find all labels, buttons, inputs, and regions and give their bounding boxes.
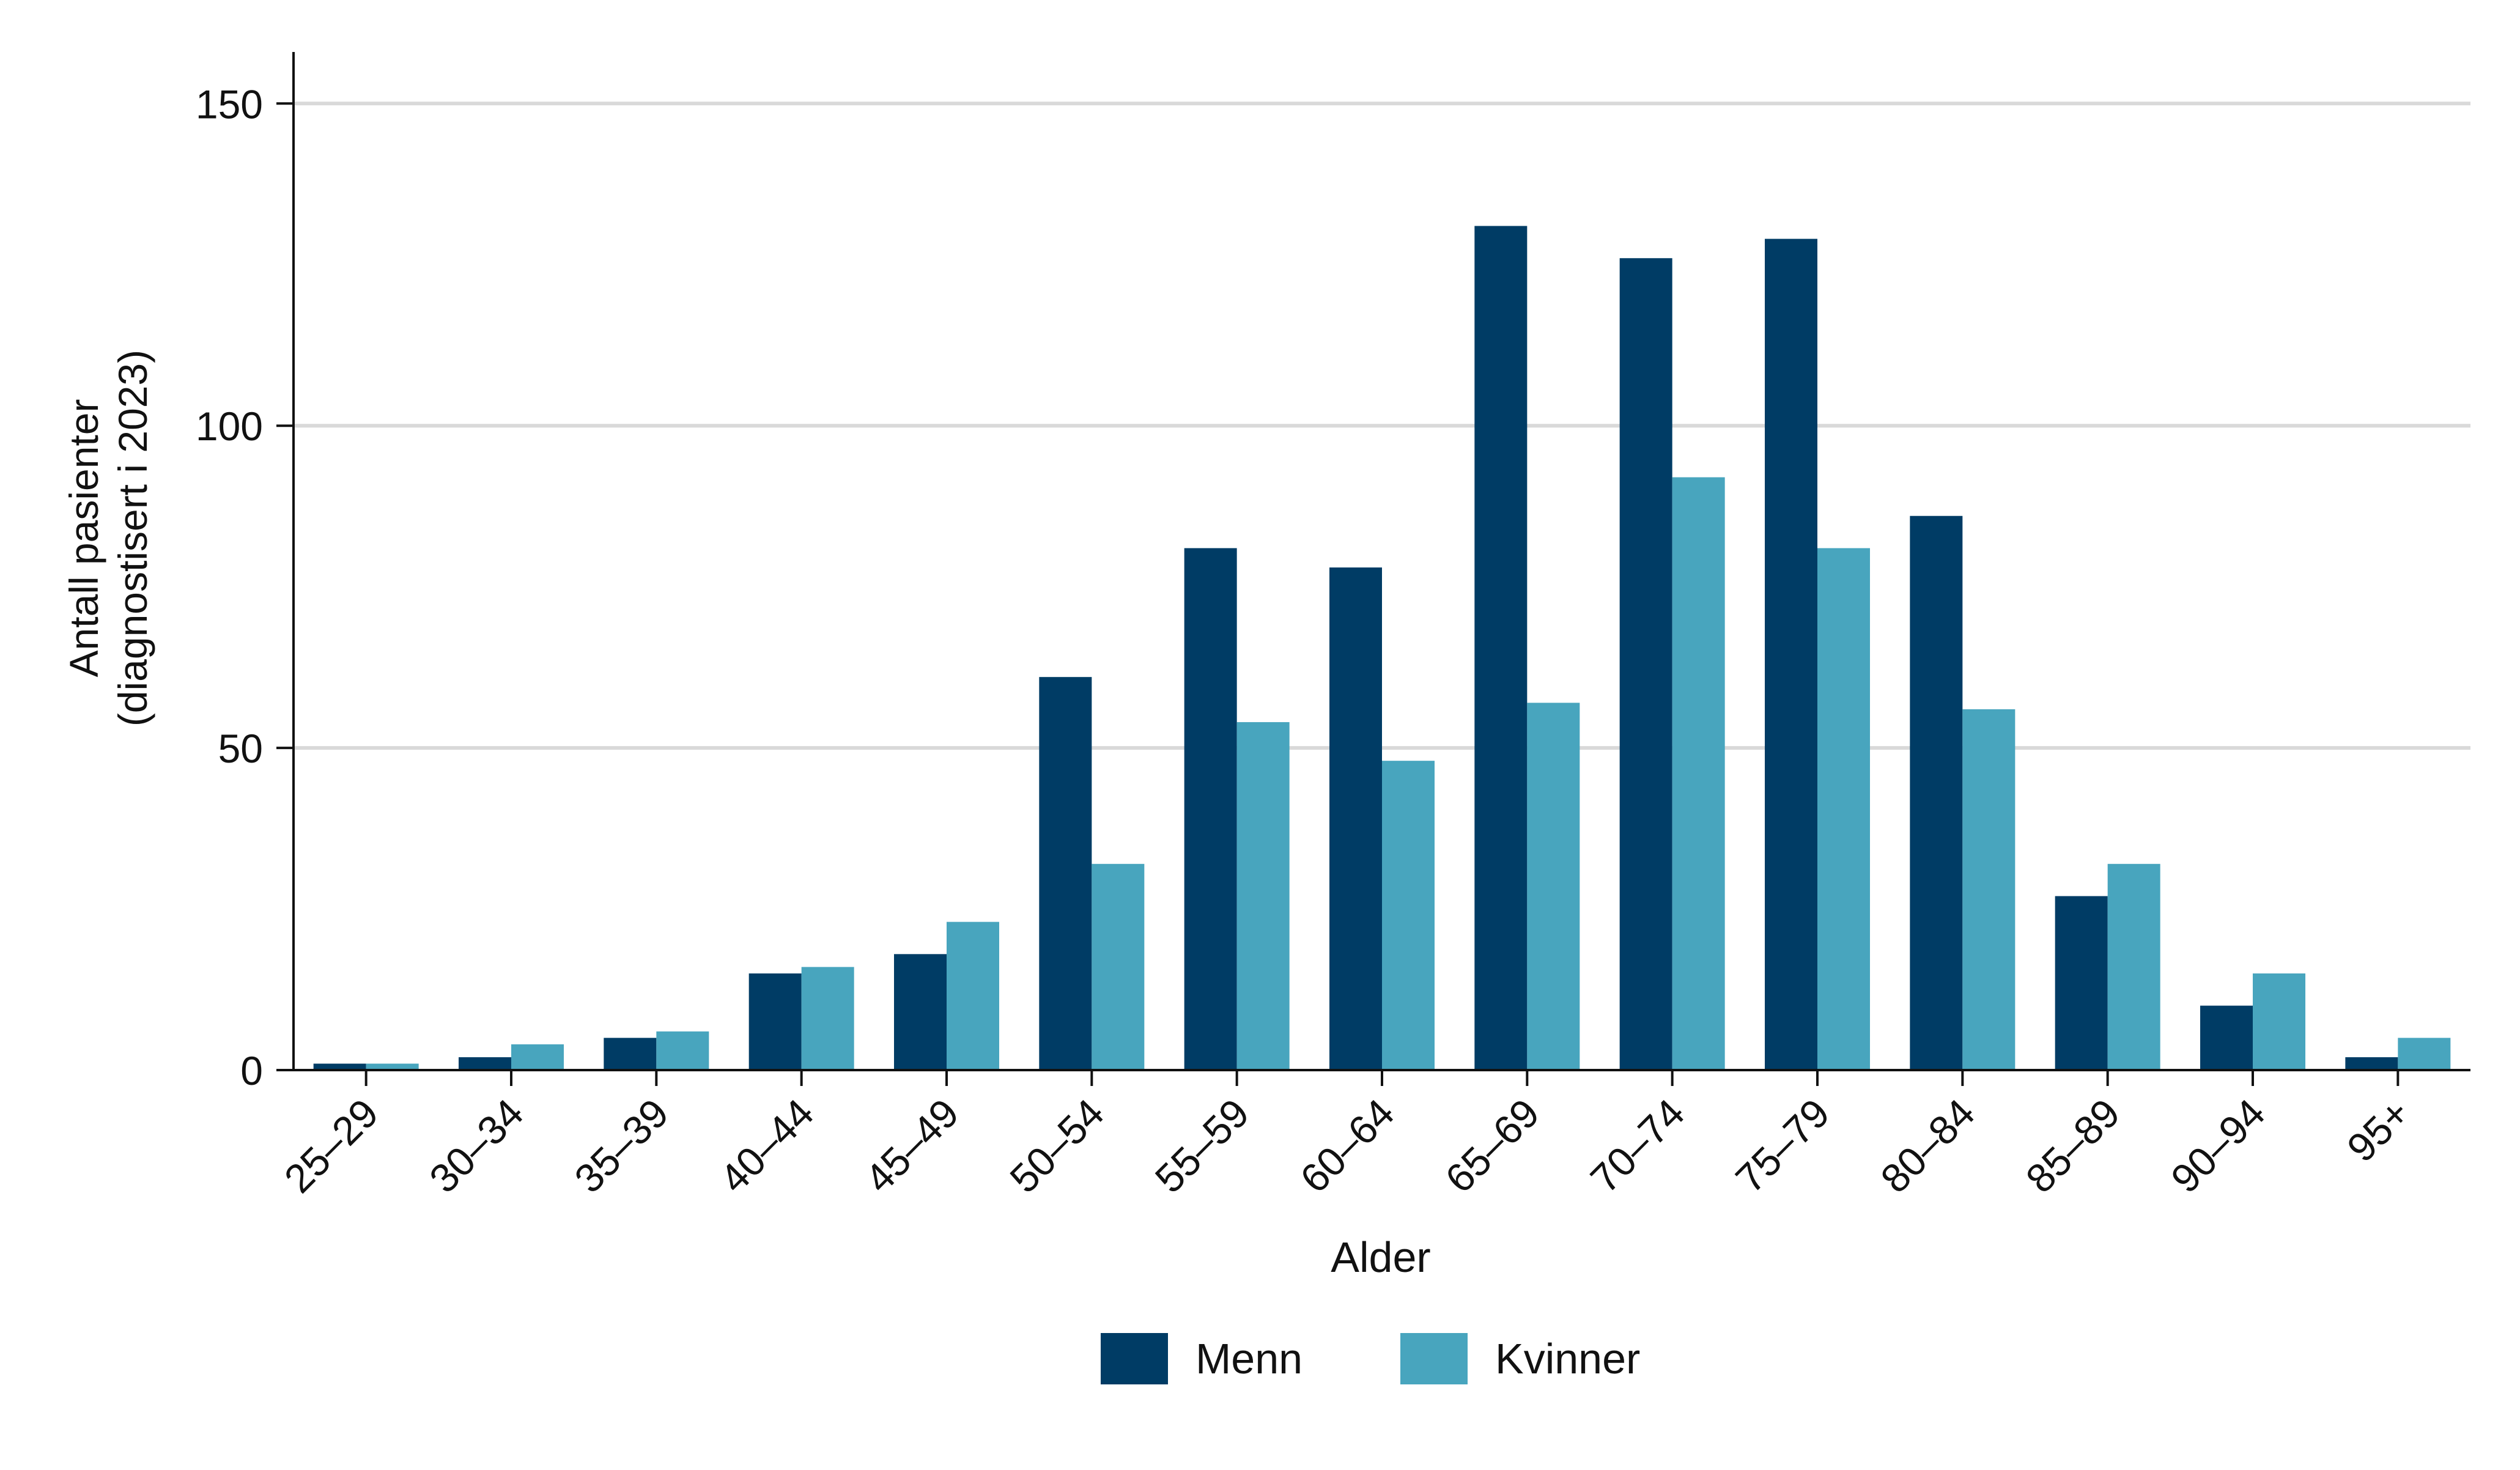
- x-tick-label: 80–84: [1872, 1090, 1983, 1202]
- y-axis-ticks: 0 50 100 150: [196, 81, 294, 1093]
- x-tick-label: 75–79: [1727, 1090, 1838, 1202]
- bar-menn: [313, 1063, 366, 1070]
- bar-kvinner: [1672, 477, 1725, 1070]
- x-tick-label: 55–59: [1146, 1090, 1257, 1202]
- bar-menn: [1184, 548, 1237, 1070]
- y-tick-label: 100: [196, 404, 263, 449]
- bar-menn: [604, 1038, 657, 1070]
- bar-menn: [748, 973, 802, 1070]
- x-tick-label: 45–49: [856, 1090, 967, 1202]
- y-tick-label: 0: [240, 1048, 263, 1093]
- legend-label-menn: Menn: [1195, 1335, 1302, 1383]
- y-tick-label: 150: [196, 81, 263, 127]
- x-tick-label: 30–34: [421, 1090, 532, 1202]
- bar-menn: [1910, 515, 1963, 1070]
- legend-swatch-menn: [1101, 1333, 1168, 1384]
- bar-kvinner: [366, 1063, 419, 1070]
- x-tick-label: 70–74: [1581, 1090, 1693, 1202]
- bar-menn: [1619, 258, 1672, 1070]
- bar-kvinner: [947, 922, 999, 1070]
- bar-kvinner: [2253, 973, 2305, 1070]
- bar-kvinner: [656, 1031, 709, 1070]
- x-axis-label: Alder: [1331, 1233, 1430, 1281]
- x-tick-label: 90–94: [2162, 1090, 2274, 1202]
- bar-kvinner: [1817, 548, 1870, 1070]
- bar-kvinner: [2107, 863, 2160, 1070]
- bar-menn: [894, 954, 947, 1070]
- x-tick-label: 85–89: [2017, 1090, 2128, 1202]
- y-tick-label: 50: [218, 726, 263, 771]
- x-tick-label: 25–29: [275, 1090, 386, 1202]
- bar-menn: [1765, 238, 1817, 1070]
- bar-kvinner: [1527, 703, 1580, 1070]
- x-tick-label: 95+: [2338, 1090, 2418, 1170]
- bar-menn: [459, 1057, 511, 1070]
- bar-kvinner: [1236, 722, 1290, 1070]
- x-tick-label: 40–44: [711, 1090, 822, 1202]
- legend-swatch-kvinner: [1400, 1333, 1468, 1384]
- x-tick-label: 50–54: [1001, 1090, 1112, 1202]
- bar-menn: [2345, 1057, 2398, 1070]
- bars: [313, 226, 2451, 1070]
- bar-kvinner: [1092, 863, 1145, 1070]
- bar-kvinner: [1382, 761, 1435, 1070]
- legend: Menn Kvinner: [1101, 1333, 1640, 1384]
- bar-kvinner: [801, 967, 854, 1070]
- bar-kvinner: [1962, 709, 2016, 1070]
- x-axis-ticks: 25–29 30–34 35–39 40–44 45–49 50–54 55–59 60–64…: [275, 1070, 2418, 1202]
- bar-menn: [2200, 1005, 2253, 1070]
- y-axis-label-line2: (diagnostisert i 2023): [110, 350, 155, 726]
- bar-kvinner: [511, 1044, 564, 1070]
- x-tick-label: 65–69: [1436, 1090, 1548, 1202]
- x-tick-label: 60–64: [1291, 1090, 1403, 1202]
- bar-menn: [1329, 567, 1382, 1070]
- bar-menn: [1474, 226, 1528, 1070]
- x-tick-label: 35–39: [566, 1090, 677, 1202]
- legend-label-kvinner: Kvinner: [1495, 1335, 1640, 1383]
- bar-menn: [1039, 677, 1092, 1070]
- bar-kvinner: [2398, 1038, 2451, 1070]
- bar-menn: [2055, 896, 2108, 1070]
- y-axis-label-line1: Antall pasienter: [61, 399, 106, 678]
